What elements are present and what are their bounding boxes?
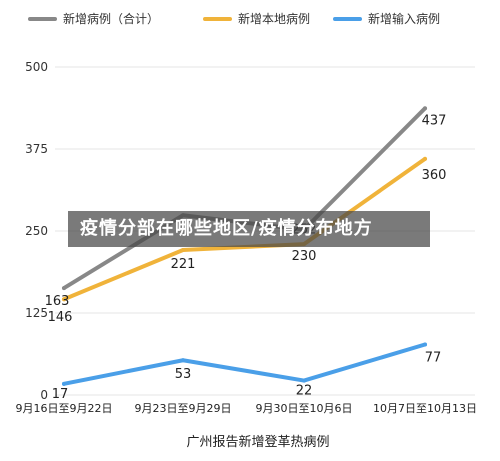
data-point-s1-1 [181, 248, 185, 253]
data-point-s0-3 [423, 106, 427, 111]
data-point-s2-1 [181, 358, 185, 363]
data-label-0: 163 [45, 294, 70, 309]
series-line-2 [62, 342, 427, 386]
data-point-s0-0 [62, 286, 66, 291]
x-tick-label-3: 10月7日至10月13日 [373, 402, 477, 415]
data-point-s1-0 [62, 297, 66, 302]
data-point-s1-3 [423, 156, 427, 161]
data-point-s2-3 [423, 342, 427, 347]
legend-label-0: 新增病例（合计） [63, 11, 159, 26]
y-tick-label-4: 500 [25, 60, 48, 74]
y-tick-label-0: 0 [40, 388, 48, 402]
data-label-6: 360 [422, 168, 447, 183]
data-point-s2-0 [62, 381, 66, 386]
data-label-3: 146 [48, 310, 73, 325]
series-line-1 [62, 156, 427, 302]
x-tick-label-1: 9月23日至9月29日 [135, 402, 232, 415]
y-tick-label-2: 250 [25, 224, 48, 238]
data-label-10: 77 [425, 350, 442, 365]
legend-label-1: 新增本地病例 [238, 11, 310, 26]
x-tick-label-2: 9月30日至10月6日 [256, 402, 353, 415]
data-point-s2-2 [302, 378, 306, 383]
data-label-2: 437 [422, 113, 447, 128]
legend-label-2: 新增输入病例 [368, 11, 440, 26]
x-axis-title: 广州报告新增登革热病例 [186, 434, 329, 450]
data-label-8: 53 [175, 367, 192, 382]
data-label-7: 17 [52, 387, 69, 402]
data-label-4: 221 [171, 257, 196, 272]
x-tick-label-0: 9月16日至9月22日 [16, 402, 113, 415]
overlay-banner: 疫情分部在哪些地区/疫情分布地方 [68, 211, 430, 247]
data-label-5: 230 [292, 249, 317, 264]
data-label-9: 22 [296, 384, 313, 399]
y-tick-label-1: 125 [25, 306, 48, 320]
y-tick-label-3: 375 [25, 142, 48, 156]
